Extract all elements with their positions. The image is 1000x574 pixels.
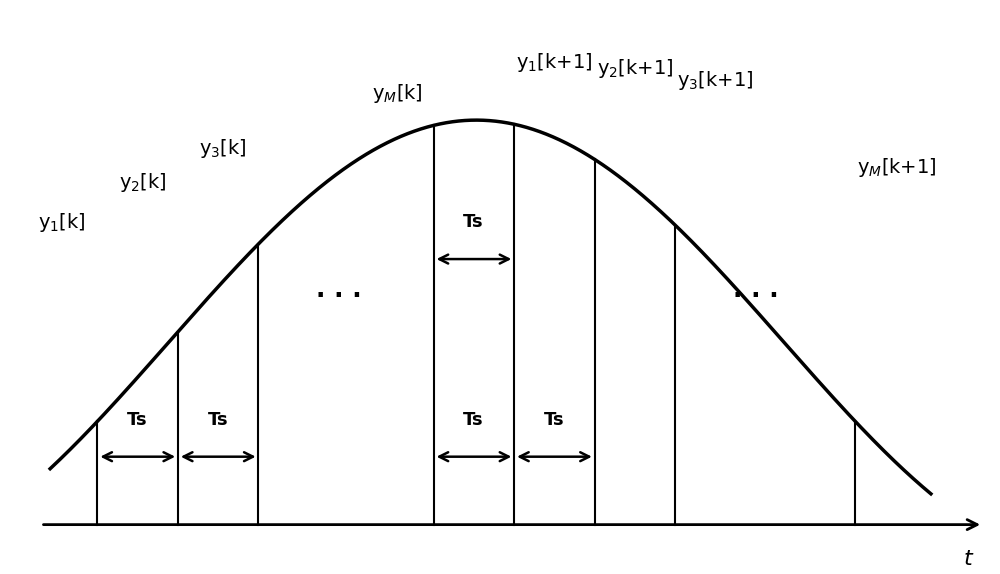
Text: . . .: . . . (733, 278, 779, 302)
Text: Ts: Ts (207, 411, 228, 429)
Text: y$_1$[k]: y$_1$[k] (38, 211, 86, 234)
Text: y$_M$[k]: y$_M$[k] (372, 82, 422, 104)
Text: Ts: Ts (127, 411, 148, 429)
Text: Ts: Ts (463, 214, 484, 231)
Text: Ts: Ts (544, 411, 564, 429)
Text: y$_2$[k]: y$_2$[k] (119, 171, 167, 194)
Text: Ts: Ts (463, 411, 484, 429)
Text: . . .: . . . (316, 278, 362, 302)
Text: y$_2$[k+1]: y$_2$[k+1] (597, 57, 673, 80)
Text: y$_M$[k+1]: y$_M$[k+1] (857, 156, 937, 179)
Text: y$_3$[k+1]: y$_3$[k+1] (677, 69, 754, 92)
Text: y$_3$[k]: y$_3$[k] (199, 137, 247, 160)
Text: y$_1$[k+1]: y$_1$[k+1] (516, 51, 593, 74)
Text: $t$: $t$ (963, 549, 975, 569)
